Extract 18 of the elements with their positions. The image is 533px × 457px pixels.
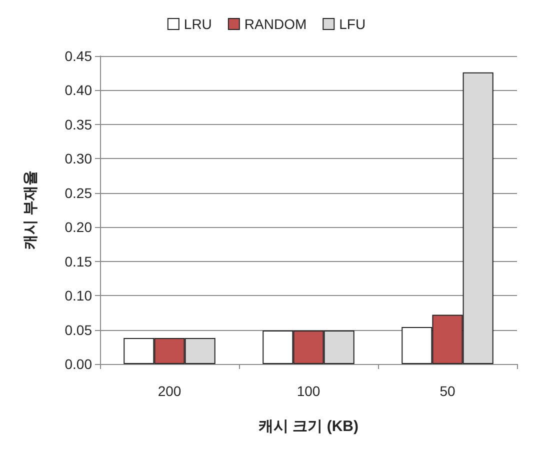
legend-label: RANDOM xyxy=(244,16,307,32)
y-axis-title: 캐시 부재율 xyxy=(22,170,39,250)
legend-label: LFU xyxy=(339,16,366,32)
y-tick-label: 0.20 xyxy=(64,219,92,236)
y-tick-label: 0.45 xyxy=(64,48,92,64)
y-tick-label: 0.35 xyxy=(64,116,92,132)
x-tick-label: 200 xyxy=(158,383,182,399)
y-tick-label: 0.25 xyxy=(64,184,92,201)
y-tick-label: 0.15 xyxy=(64,253,92,270)
y-tick-label: 0.40 xyxy=(64,82,92,98)
y-tick-label: 0.30 xyxy=(64,150,92,167)
x-tick-label: 100 xyxy=(296,383,320,399)
y-tick-label: 0.10 xyxy=(64,288,92,304)
legend-label: LRU xyxy=(184,16,212,32)
y-tick-label: 0.00 xyxy=(64,356,92,372)
x-axis-title: 캐시 크기 (KB) xyxy=(258,418,358,435)
x-tick-label: 50 xyxy=(440,383,456,399)
y-tick-label: 0.05 xyxy=(64,322,92,338)
